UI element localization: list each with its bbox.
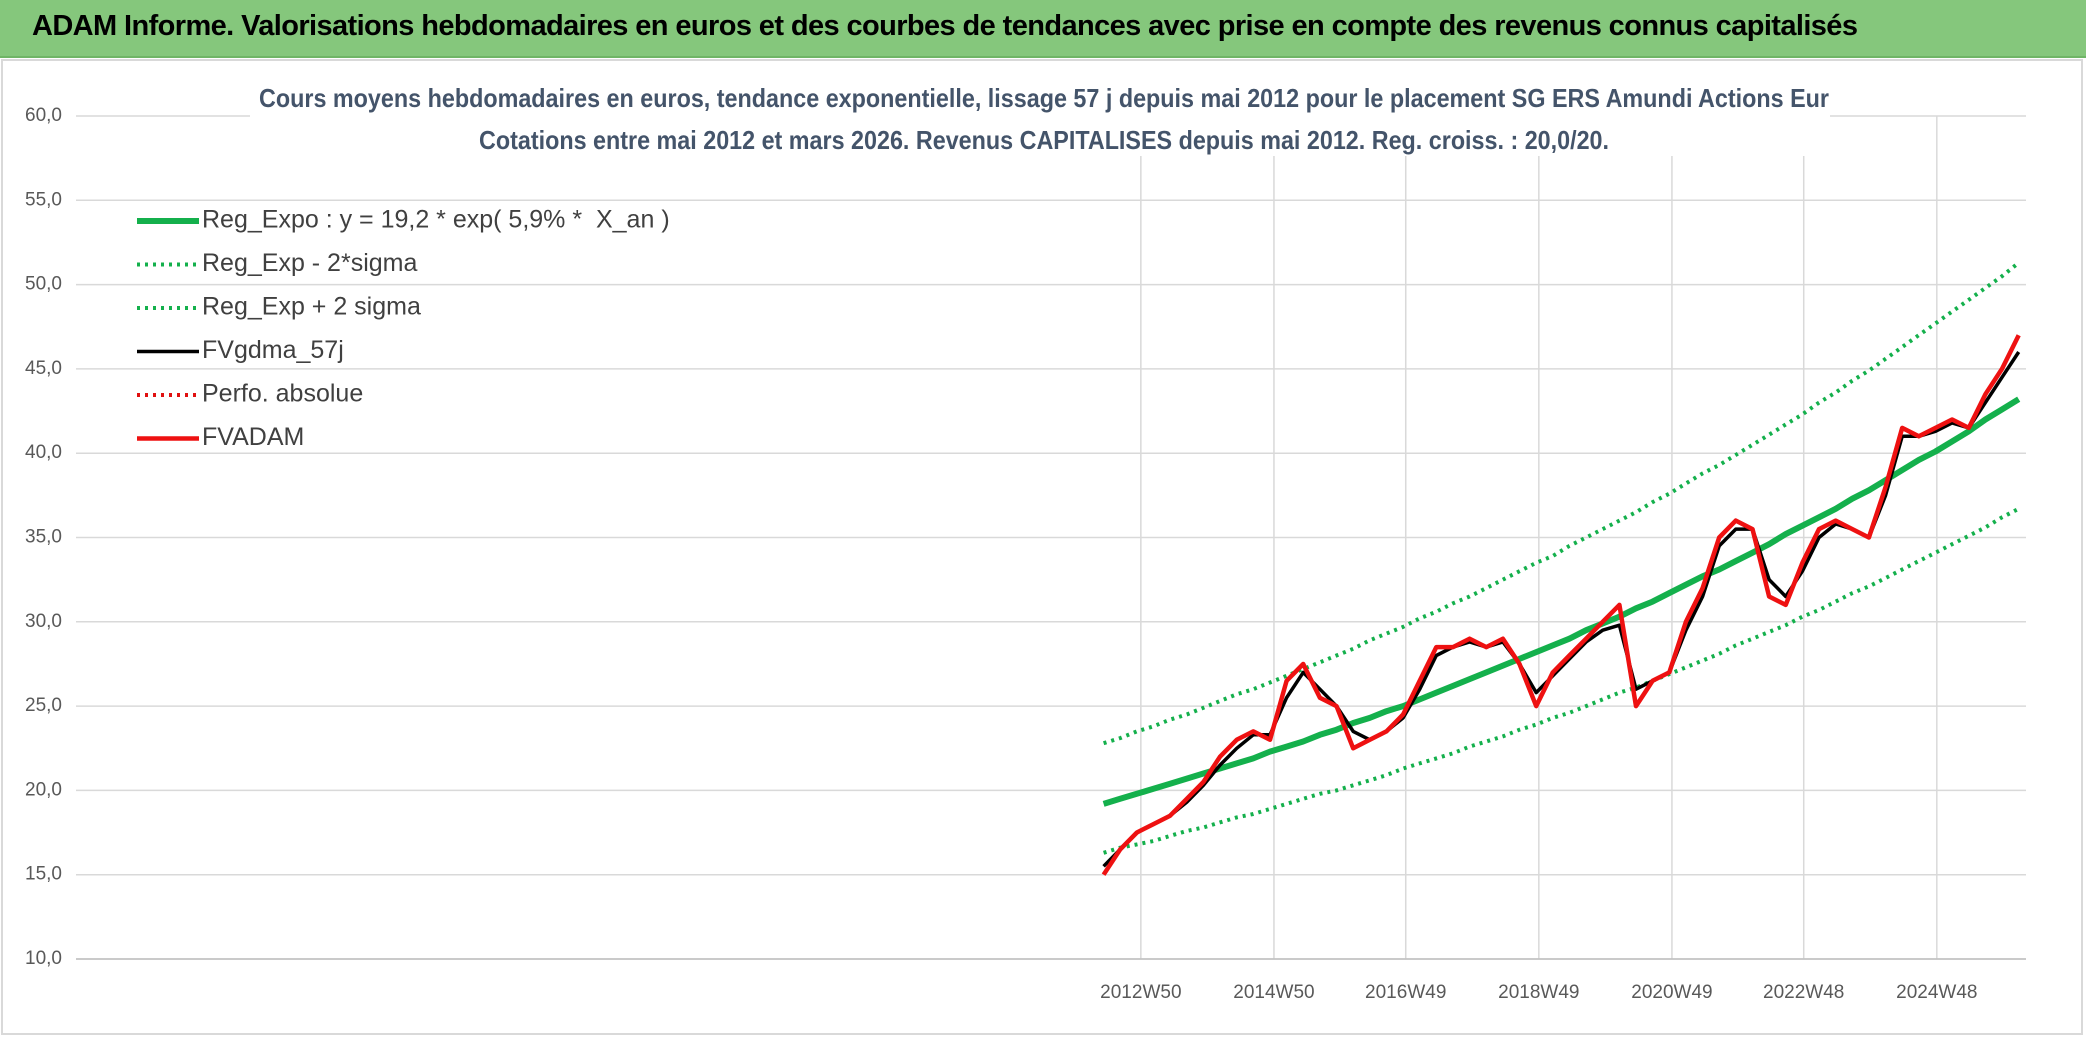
title-background	[250, 82, 1830, 156]
x-tick-label: 2020W49	[1631, 982, 1712, 1003]
x-tick-label: 2018W49	[1498, 982, 1579, 1003]
chart-title: Cours moyens hebdomadaires en euros, ten…	[259, 83, 1829, 113]
y-tick-label: 60,0	[25, 105, 62, 126]
header-bar: ADAM Informe. Valorisations hebdomadaire…	[0, 0, 2086, 58]
y-tick-label: 40,0	[25, 442, 62, 463]
chart: 10,0 15,0 20,0 25,0 30,0 35,0 40,0 45,0 50,0 55,0…	[1, 59, 2083, 1035]
y-tick-label: 10,0	[25, 948, 62, 969]
y-tick-label: 20,0	[25, 779, 62, 800]
legend: Reg_Expo : y = 19,2 * exp( 5,9% * X_an )…	[137, 206, 670, 451]
legend-label: Reg_Exp - 2*sigma	[202, 249, 417, 277]
series-line	[1101, 334, 2021, 876]
y-tick-label: 55,0	[25, 189, 62, 210]
series-line	[1103, 507, 2020, 855]
legend-label: Reg_Exp + 2 sigma	[202, 293, 421, 321]
series-line	[1102, 396, 2021, 807]
series-line	[1103, 261, 2020, 746]
legend-label: Perfo. absolue	[202, 380, 363, 408]
y-tick-label: 25,0	[25, 695, 62, 716]
header-title: ADAM Informe. Valorisations hebdomadaire…	[32, 10, 1858, 42]
legend-label: FVgdma_57j	[202, 336, 344, 364]
plot-lines	[1101, 261, 2021, 876]
chart-frame	[1, 59, 2083, 1035]
y-tick-label: 30,0	[25, 611, 62, 632]
x-tick-label: 2012W50	[1100, 982, 1181, 1003]
y-tick-label: 45,0	[25, 358, 62, 379]
y-tick-label: 35,0	[25, 527, 62, 548]
grid: 10,0 15,0 20,0 25,0 30,0 35,0 40,0 45,0 50,0 55,0…	[25, 105, 2026, 1003]
x-tick-label: 2016W49	[1365, 982, 1446, 1003]
chart-subtitle: Cotations entre mai 2012 et mars 2026. R…	[479, 125, 1609, 155]
y-tick-label: 15,0	[25, 864, 62, 885]
legend-label: FVADAM	[202, 423, 304, 451]
x-tick-label: 2022W48	[1763, 982, 1844, 1003]
x-tick-label: 2024W48	[1896, 982, 1977, 1003]
x-tick-label: 2014W50	[1233, 982, 1314, 1003]
y-tick-label: 50,0	[25, 274, 62, 295]
legend-label: Reg_Expo : y = 19,2 * exp( 5,9% * X_an )	[202, 206, 670, 234]
